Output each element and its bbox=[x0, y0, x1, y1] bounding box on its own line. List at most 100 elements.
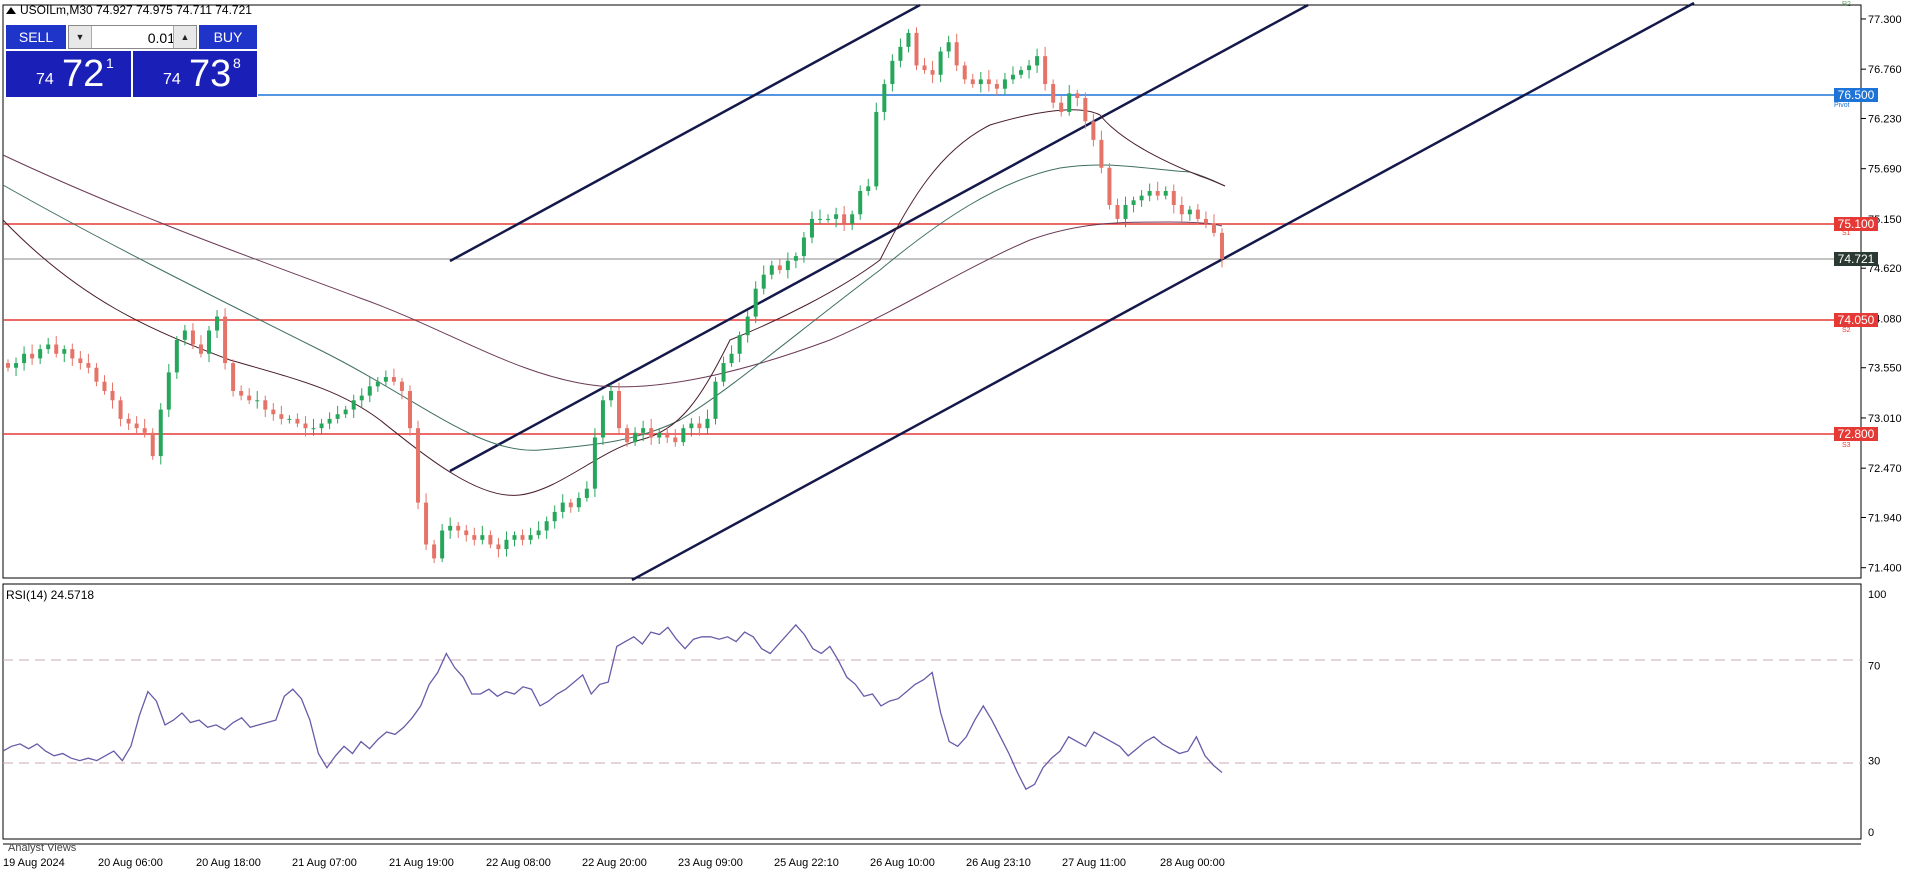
channel-middle-line[interactable] bbox=[449, 3, 1309, 473]
candle-body bbox=[464, 530, 469, 536]
candle-body bbox=[496, 544, 501, 550]
buy-price-sup: 8 bbox=[233, 55, 241, 71]
candle bbox=[753, 281, 758, 324]
candle bbox=[1067, 84, 1072, 116]
candle bbox=[231, 359, 236, 397]
candle bbox=[528, 527, 533, 545]
candle-body bbox=[14, 363, 19, 368]
channel-lower-line[interactable] bbox=[631, 1, 1695, 582]
candle-body bbox=[914, 32, 919, 66]
candle-body bbox=[311, 428, 316, 430]
candle-body bbox=[287, 418, 292, 420]
candle bbox=[938, 46, 943, 83]
time-axis-label: 27 Aug 11:00 bbox=[1062, 857, 1126, 869]
candle-body bbox=[134, 423, 139, 429]
candle-body bbox=[536, 530, 541, 536]
moving-average-medium bbox=[2, 164, 1226, 451]
candle bbox=[793, 252, 798, 269]
lot-size-input[interactable] bbox=[93, 27, 177, 49]
candle bbox=[496, 537, 501, 558]
sell-price-sup: 1 bbox=[106, 55, 114, 71]
candle-body bbox=[697, 423, 702, 429]
candle bbox=[319, 418, 324, 435]
candle-body bbox=[118, 400, 123, 419]
candle-body bbox=[633, 432, 638, 443]
candle bbox=[182, 324, 187, 346]
candle bbox=[351, 394, 356, 418]
candle bbox=[520, 529, 525, 546]
candle-body bbox=[86, 363, 91, 368]
candle bbox=[1179, 196, 1184, 222]
candle-body bbox=[994, 84, 999, 89]
candle-body bbox=[319, 423, 324, 429]
candle-body bbox=[874, 111, 879, 187]
candle bbox=[359, 388, 364, 408]
rsi-indicator-label: RSI(14) 24.5718 bbox=[6, 588, 95, 602]
candle-body bbox=[1002, 79, 1007, 89]
candle-body bbox=[858, 191, 863, 215]
candle-body bbox=[1139, 195, 1144, 201]
rsi-axis-labels: 100 70 30 0 bbox=[1868, 589, 1886, 839]
buy-price-big: 73 bbox=[189, 53, 232, 95]
candle bbox=[769, 260, 774, 280]
candle bbox=[279, 405, 284, 425]
candle bbox=[568, 498, 573, 513]
lot-decrease-icon[interactable]: ▼ bbox=[69, 26, 92, 48]
candle bbox=[970, 73, 975, 88]
candle bbox=[1171, 184, 1176, 214]
candle-body bbox=[898, 46, 903, 61]
candle bbox=[375, 377, 380, 392]
rsi-axis-label: 30 bbox=[1868, 756, 1880, 768]
candle bbox=[62, 345, 67, 363]
candle-body bbox=[335, 414, 340, 419]
rsi-axis-label: 0 bbox=[1868, 827, 1874, 839]
candle-body bbox=[625, 428, 630, 443]
candle-body bbox=[22, 353, 27, 364]
candle bbox=[504, 531, 509, 557]
candle-body bbox=[440, 530, 445, 559]
candle-body bbox=[617, 390, 622, 429]
candle bbox=[512, 531, 517, 547]
candle bbox=[118, 396, 123, 427]
lot-increase-icon[interactable]: ▲ bbox=[173, 26, 196, 48]
time-axis-label: 21 Aug 07:00 bbox=[292, 857, 357, 869]
candle-body bbox=[801, 237, 806, 257]
analyst-views-label[interactable]: Analyst Views bbox=[8, 842, 77, 854]
time-axis-label: 26 Aug 10:00 bbox=[870, 857, 935, 869]
candle bbox=[777, 258, 782, 274]
candle bbox=[1220, 228, 1224, 268]
candle-body bbox=[448, 525, 453, 531]
lot-size-stepper[interactable]: ▼ ▲ bbox=[68, 25, 197, 49]
sell-button[interactable]: SELL bbox=[6, 25, 66, 49]
candle-body bbox=[78, 358, 83, 364]
buy-button[interactable]: BUY bbox=[199, 25, 257, 49]
buy-price-display[interactable]: 74 73 8 bbox=[133, 51, 257, 97]
candle bbox=[1019, 66, 1024, 79]
candle-body bbox=[1027, 65, 1032, 71]
candle-body bbox=[850, 214, 855, 224]
candle bbox=[424, 493, 429, 551]
candle-body bbox=[882, 84, 887, 112]
candle bbox=[174, 336, 179, 379]
candle bbox=[190, 323, 195, 350]
candle-body bbox=[673, 437, 678, 443]
collapse-triangle-icon[interactable] bbox=[6, 7, 16, 14]
channel-upper-line[interactable] bbox=[449, 3, 921, 263]
candle bbox=[818, 209, 823, 224]
candle-body bbox=[279, 414, 284, 419]
candle-body bbox=[818, 218, 823, 220]
candle bbox=[480, 525, 485, 545]
candle bbox=[263, 395, 268, 418]
candle bbox=[440, 523, 445, 563]
candle-body bbox=[641, 428, 646, 433]
candle-body bbox=[1203, 218, 1208, 224]
s3-label: S3 bbox=[1842, 442, 1851, 449]
sell-price-display[interactable]: 74 72 1 bbox=[6, 51, 131, 97]
candle bbox=[986, 70, 991, 92]
s2-price-badge: 74.050 bbox=[1834, 313, 1878, 327]
candle-body bbox=[528, 535, 533, 540]
candle-body bbox=[102, 381, 107, 391]
candle bbox=[689, 417, 694, 437]
price-axis-label: 71.940 bbox=[1868, 512, 1902, 524]
candle bbox=[858, 185, 863, 220]
